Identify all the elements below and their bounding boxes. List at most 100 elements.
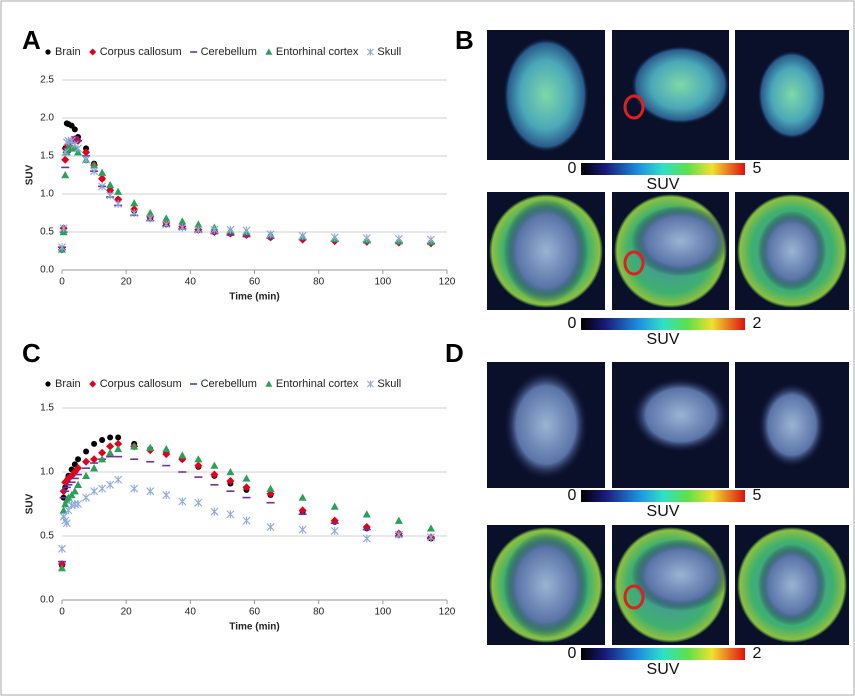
- data-point: [194, 498, 203, 507]
- marker-shape: [162, 214, 171, 222]
- data-point: [210, 225, 219, 234]
- data-point: [130, 199, 139, 207]
- data-point: [242, 226, 251, 235]
- x-axis-label: Time (min): [229, 292, 279, 303]
- marker-shape: [130, 484, 139, 493]
- data-point: [98, 174, 107, 183]
- data-point: [178, 223, 187, 232]
- data-point: [90, 455, 99, 464]
- colorbar: [581, 490, 745, 502]
- x-tick-label: 60: [249, 607, 261, 618]
- colorbar-max: 2: [753, 315, 762, 332]
- marker-shape: [266, 523, 275, 532]
- data-point: [130, 484, 139, 493]
- data-point: [82, 155, 91, 164]
- y-tick-label: 1.5: [40, 151, 54, 162]
- legend-marker: [265, 48, 273, 55]
- marker-shape: [89, 48, 97, 56]
- pet-brain: [631, 539, 730, 611]
- data-point: [114, 475, 123, 484]
- marker-shape: [146, 487, 155, 496]
- marker-shape: [59, 506, 68, 514]
- data-point: [71, 126, 78, 133]
- marker-shape: [106, 442, 115, 451]
- legend-marker: [45, 49, 51, 55]
- data-point: [162, 444, 171, 453]
- data-point: [194, 455, 203, 463]
- data-point: [194, 225, 203, 234]
- data-point: [242, 474, 251, 482]
- data-point: [59, 506, 68, 514]
- pet-eye: [623, 250, 645, 276]
- marker-shape: [98, 174, 107, 183]
- marker-shape: [58, 564, 66, 572]
- panel-letter: A: [22, 25, 41, 55]
- marker-shape: [242, 516, 251, 525]
- marker-shape: [394, 516, 403, 524]
- marker-shape: [90, 161, 99, 169]
- marker-shape: [266, 484, 275, 492]
- legend-label: Cerebellum: [201, 46, 257, 58]
- data-point: [162, 214, 171, 222]
- marker-shape: [242, 474, 251, 482]
- marker-shape: [265, 48, 273, 55]
- marker-shape: [362, 510, 371, 518]
- data-point: [98, 182, 107, 191]
- marker-shape: [298, 493, 307, 501]
- marker-shape: [194, 225, 203, 234]
- data-point: [114, 199, 123, 208]
- data-point: [130, 442, 139, 450]
- marker-shape: [366, 48, 374, 56]
- data-point: [91, 440, 98, 447]
- pet-brain: [757, 544, 827, 626]
- data-point: [82, 457, 91, 466]
- pet-brain: [631, 377, 730, 453]
- marker-shape: [210, 225, 219, 234]
- marker-shape: [106, 186, 115, 195]
- y-axis-label: SUV: [25, 493, 36, 514]
- marker-shape: [58, 544, 66, 553]
- data-point: [74, 144, 83, 153]
- data-point: [242, 516, 251, 525]
- y-tick-label: 1.5: [40, 403, 54, 414]
- x-tick-label: 40: [185, 277, 197, 288]
- marker-shape: [194, 455, 203, 463]
- colorbar-max: 5: [753, 487, 762, 504]
- data-point: [394, 234, 403, 243]
- colorbar: [581, 318, 745, 330]
- marker-shape: [162, 491, 171, 500]
- data-point: [83, 448, 90, 455]
- marker-shape: [89, 380, 97, 388]
- marker-shape: [90, 455, 99, 464]
- marker-shape: [64, 506, 73, 515]
- marker-shape: [82, 457, 91, 466]
- marker-shape: [210, 461, 219, 469]
- marker-shape: [194, 220, 203, 228]
- data-point: [74, 480, 83, 488]
- x-tick-label: 60: [249, 277, 261, 288]
- marker-shape: [75, 456, 82, 463]
- data-point: [362, 534, 371, 543]
- data-point: [106, 191, 115, 200]
- data-point: [226, 468, 235, 476]
- marker-shape: [98, 448, 107, 457]
- marker-shape: [83, 448, 90, 455]
- data-point: [106, 448, 115, 456]
- marker-shape: [226, 468, 235, 476]
- marker-shape: [130, 442, 139, 450]
- data-point: [266, 523, 275, 532]
- pet-brain: [503, 199, 589, 303]
- marker-shape: [114, 187, 123, 195]
- panel-letter: D: [445, 338, 464, 368]
- marker-shape: [426, 524, 435, 532]
- marker-shape: [162, 444, 171, 453]
- marker-shape: [74, 464, 83, 473]
- marker-shape: [82, 148, 91, 157]
- marker-shape: [45, 381, 51, 387]
- data-point: [210, 461, 219, 469]
- data-point: [106, 186, 115, 195]
- colorbar: [581, 163, 745, 175]
- marker-shape: [210, 470, 219, 479]
- y-tick-label: 1.0: [40, 189, 54, 200]
